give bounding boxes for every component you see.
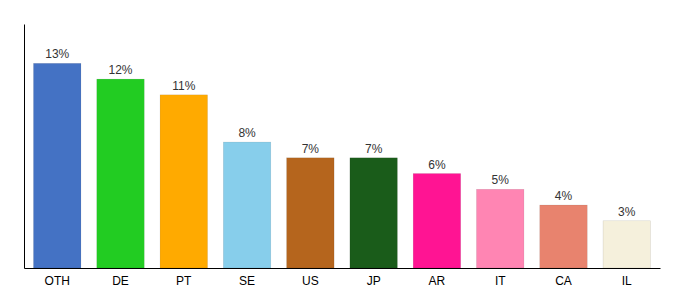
x-tick: DE	[112, 274, 129, 288]
x-tick-label: DE	[112, 274, 129, 288]
x-axis-line	[25, 268, 661, 269]
bar	[350, 158, 397, 268]
plot-area: OTH DE PT SE US JP AR IT CA IL 13% 12% 11% 8% 7% 7% 6% 5%…	[25, 25, 661, 288]
data-label: 12%	[108, 63, 132, 77]
data-label: 3%	[618, 205, 636, 219]
data-label: 8%	[238, 126, 256, 140]
bar	[540, 205, 587, 268]
x-tick-label: SE	[239, 274, 255, 288]
x-tick-label: US	[302, 274, 319, 288]
y-axis	[24, 25, 25, 269]
y-axis-line	[24, 25, 25, 269]
x-tick: PT	[176, 274, 192, 288]
x-tick: SE	[239, 274, 255, 288]
x-axis: OTH DE PT SE US JP AR IT CA IL	[25, 269, 661, 288]
data-label: 7%	[365, 142, 383, 156]
x-tick: AR	[429, 274, 446, 288]
data-label: 6%	[428, 158, 446, 172]
bar	[603, 221, 650, 268]
bar	[287, 158, 334, 268]
x-tick: CA	[555, 274, 572, 288]
x-tick: JP	[367, 274, 381, 288]
x-tick-label: PT	[176, 274, 192, 288]
data-label: 13%	[45, 47, 69, 61]
x-tick: IT	[495, 274, 506, 288]
data-label: 7%	[302, 142, 320, 156]
bar	[160, 95, 207, 268]
bar	[97, 79, 144, 268]
data-label: 4%	[555, 189, 573, 203]
x-tick-label: JP	[367, 274, 381, 288]
x-tick-label: OTH	[45, 274, 70, 288]
bar	[413, 174, 460, 268]
bar	[476, 189, 523, 268]
bar	[223, 142, 270, 268]
x-tick-label: AR	[429, 274, 446, 288]
bars	[33, 63, 650, 268]
chart-svg: OTH DE PT SE US JP AR IT CA IL 13% 12% 11% 8% 7% 7% 6% 5%…	[0, 0, 680, 300]
x-tick-label: IL	[622, 274, 632, 288]
bar	[33, 63, 80, 268]
x-tick: US	[302, 274, 319, 288]
data-label: 5%	[492, 173, 510, 187]
data-labels: 13% 12% 11% 8% 7% 7% 6% 5% 4% 3%	[45, 47, 636, 218]
data-label: 11%	[172, 79, 195, 93]
x-tick-label: CA	[555, 274, 572, 288]
x-tick: OTH	[45, 274, 70, 288]
chart-container: OTH DE PT SE US JP AR IT CA IL 13% 12% 11% 8% 7% 7% 6% 5%…	[0, 0, 680, 300]
x-tick: IL	[622, 274, 632, 288]
x-tick-label: IT	[495, 274, 506, 288]
